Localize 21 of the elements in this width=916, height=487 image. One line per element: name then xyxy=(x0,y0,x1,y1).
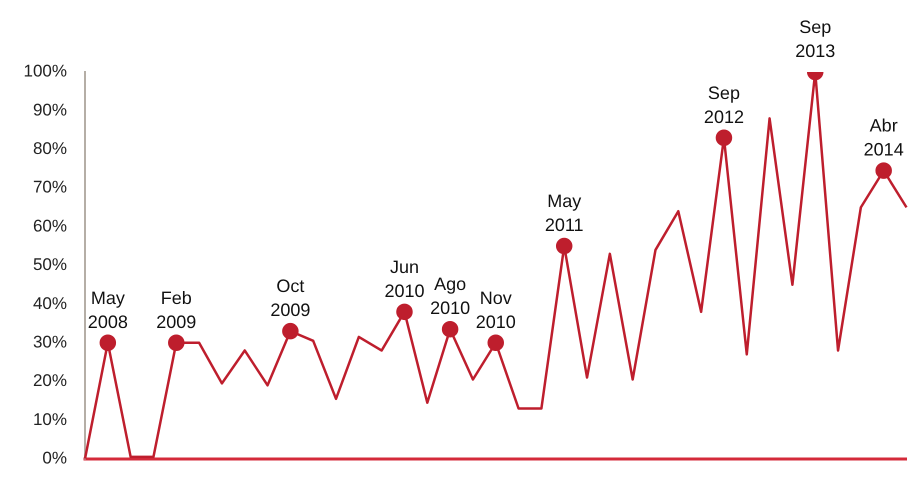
y-tick-label: 50% xyxy=(32,255,67,274)
y-tick-label: 60% xyxy=(32,216,67,236)
x-tick-label: Jun 2010 xyxy=(384,256,424,301)
x-tick-label: Ago 2010 xyxy=(430,274,470,318)
x-tick-label: Sep 2013 xyxy=(795,17,836,61)
x-tick-label: Abr 2014 xyxy=(864,116,904,160)
y-tick-label: 100% xyxy=(24,62,67,81)
y-tick-label: 30% xyxy=(32,332,67,352)
y-tick-label: 0% xyxy=(42,448,67,468)
x-tick-label: Nov 2010 xyxy=(476,288,516,332)
x-tick-label: Oct 2009 xyxy=(270,276,310,320)
x-tick-label: May 2008 xyxy=(88,288,128,332)
y-tick-label: 10% xyxy=(32,410,67,429)
y-tick-label: 80% xyxy=(32,139,67,158)
y-tick-label: 40% xyxy=(32,294,67,313)
x-tick-label: Feb 2009 xyxy=(156,288,196,332)
x-tick-label: Sep 2012 xyxy=(704,82,744,127)
y-tick-label: 90% xyxy=(32,100,67,120)
y-tick-label: 20% xyxy=(32,371,67,390)
y-tick-label: 70% xyxy=(32,178,67,197)
x-tick-label: May 2011 xyxy=(544,191,584,236)
